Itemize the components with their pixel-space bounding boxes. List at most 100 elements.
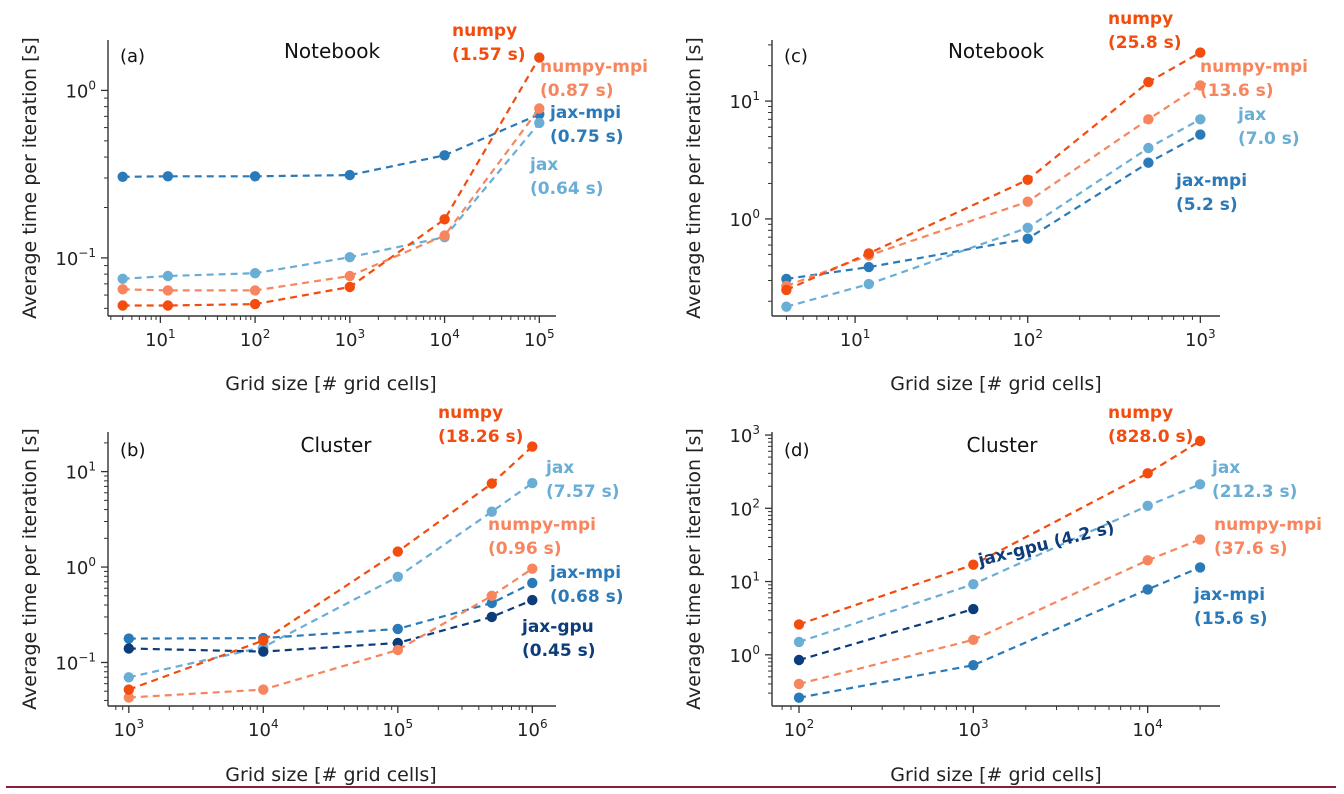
series-jax-gpu [793,603,979,666]
y-tick-label: 101 [729,570,760,594]
data-point-numpy-mpi [344,270,355,282]
data-point-jax-gpu [968,603,979,615]
panel-b: 103 104 105 106 10−1 100 101 Grid size [# grid … [19,403,624,786]
x-tick-label: 101 [145,327,176,351]
annotation-numpy: numpy (828.0 s) [1108,403,1193,447]
data-point-jax [1195,114,1206,125]
series-line-jax [122,122,541,280]
annotation-numpy: numpy (1.57 s) [452,21,526,65]
series-numpy [123,441,538,695]
data-point-numpy-mpi [249,285,261,296]
y-tick-label: 10−1 [55,650,96,674]
y-tick-label: 10−1 [55,246,96,270]
y-axis-label: Average time per iteration [s] [683,37,705,319]
series-line-jax-mpi [122,113,540,178]
annotation-numpy-mpi: numpy-mpi (0.96 s) [488,515,596,559]
series-line-numpy [785,51,1201,291]
annotation-numpy-mpi: numpy-mpi (37.6 s) [1214,515,1322,559]
data-point-jax [793,636,805,648]
series-numpy-mpi [117,103,545,296]
series-line-jax [128,482,533,679]
y-axis-label: Average time per iteration [s] [683,428,705,710]
data-point-jax [392,571,403,582]
bottom-rule [6,786,1336,788]
y-tick-label: 101 [65,460,96,484]
x-tick-label: 102 [1012,327,1043,351]
series-jax [781,114,1206,312]
series-numpy [117,52,545,311]
data-point-jax-mpi [863,261,874,273]
series-jax-mpi [793,562,1206,703]
series-numpy [781,47,1206,296]
panel-label: (a) [120,46,145,67]
annotation-jax-mpi: jax-mpi (15.6 s) [1193,585,1268,629]
x-tick-label: 101 [840,327,871,351]
y-tick-label: 103 [729,423,760,447]
x-axis-label: Grid size [# grid cells] [225,373,436,395]
x-tick-label: 105 [383,717,414,741]
data-point-jax [527,477,538,489]
data-point-numpy-mpi [968,634,979,645]
y-tick-label: 100 [65,78,96,102]
data-point-numpy-mpi [486,590,497,601]
data-point-jax [1194,479,1206,490]
data-point-jax [1142,500,1153,511]
x-tick-label: 102 [240,327,271,351]
x-tick-label: 103 [335,327,366,351]
data-point-numpy [117,300,128,311]
annotation-jax-mpi: jax-mpi (0.68 s) [549,563,624,607]
data-point-jax [344,252,355,263]
series-line-numpy-mpi [128,567,533,699]
x-tick-label: 104 [248,717,279,741]
series-numpy-mpi [781,80,1206,292]
data-point-jax [781,301,792,312]
y-tick-label: 100 [729,643,760,667]
data-point-jax [249,268,261,279]
data-point-jax-mpi [968,660,979,671]
data-point-numpy [486,478,497,489]
data-point-numpy [439,214,450,225]
y-tick-label: 102 [729,496,760,520]
data-point-jax-mpi [1194,562,1206,573]
data-point-jax [117,273,128,284]
annotation-jax-mpi: jax-mpi (0.75 s) [549,103,624,147]
series-line-jax-mpi [786,133,1201,280]
data-point-jax [1143,142,1154,154]
x-tick-label: 105 [524,327,555,351]
data-point-numpy-mpi [1143,114,1154,125]
data-point-jax-mpi [123,633,134,644]
series-line-jax-gpu [798,608,974,662]
data-point-numpy [781,284,792,296]
data-point-jax [123,672,134,683]
data-point-numpy-mpi [1142,555,1153,566]
data-point-jax [162,270,174,282]
data-point-numpy-mpi [793,678,805,690]
data-point-numpy [392,546,403,557]
data-point-numpy-mpi [439,230,450,241]
series-jax-mpi [117,109,545,182]
series-line-jax-mpi [128,582,533,640]
data-point-jax [1022,222,1033,233]
panel-title: Cluster [301,433,373,457]
annotation-jax: jax (0.64 s) [529,155,604,199]
x-tick-label: 103 [958,717,989,741]
annotation-jax-mpi: jax-mpi (5.2 s) [1175,171,1247,215]
data-point-jax [968,579,979,590]
x-tick-label: 103 [1185,327,1216,351]
data-point-numpy [258,635,269,646]
data-point-numpy-mpi [1194,534,1206,545]
data-point-jax-mpi [249,171,261,182]
data-point-jax [534,117,545,129]
y-tick-label: 100 [65,555,96,579]
data-point-numpy-mpi [527,563,538,574]
data-point-jax-gpu [486,611,497,623]
annotation-numpy-mpi: numpy-mpi (0.87 s) [540,57,648,101]
data-point-numpy-mpi [534,103,545,114]
data-point-numpy [793,619,805,630]
series-numpy-mpi [793,534,1206,690]
data-point-numpy [123,684,134,695]
data-point-jax [486,506,497,517]
data-point-jax-gpu [793,654,805,666]
y-tick-label: 100 [729,207,760,231]
